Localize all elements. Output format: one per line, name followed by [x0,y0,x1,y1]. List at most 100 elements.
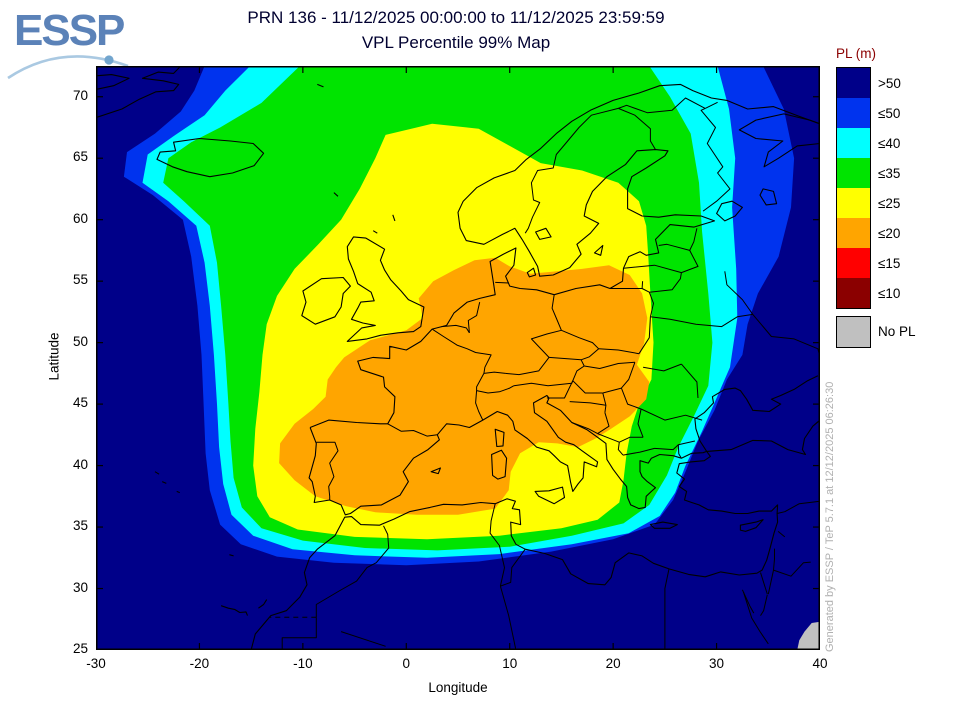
border-red-sea-coast [743,592,769,645]
coastline-madeira [229,554,234,557]
x-tick--20: -20 [189,656,210,671]
legend-swatch-2 [837,98,870,128]
generation-watermark: Generated by ESSP / TeP 5.7.1 at 12/12/2… [824,381,836,652]
border-fi-ru [700,107,731,212]
border-ly-eg [664,568,670,650]
legend-swatch-6 [837,218,870,248]
border-de-dk [495,281,509,284]
border-pl-by-lt [641,288,654,317]
coastline-balearic [430,467,441,475]
border-de-ch [483,371,506,374]
essp-logo: ESSP [0,0,160,110]
y-tick-35: 35 [72,518,88,534]
essp-logo-text: ESSP [14,6,125,55]
border-rs-bg [637,408,644,438]
border-mk-gr [622,447,655,456]
border-no-se [524,107,619,234]
y-tick-70: 70 [72,87,88,103]
border-rs-ro [620,387,642,410]
legend-swatch-7 [837,248,870,278]
border-de-at [505,357,550,376]
border-at-it [513,382,549,387]
legend-label-4: ≤35 [878,166,901,181]
map-canvas [96,66,820,650]
coastline-cyprus [739,519,764,532]
border-cz-sk [580,348,600,361]
essp-logo-swoosh-icon [7,55,129,80]
coastline-greenland-north [96,74,130,90]
coastline-jan-mayen [317,83,324,88]
map-frame [96,66,820,650]
legend-label-1: >50 [878,76,901,91]
coastline-black-sea-east-south [706,419,820,456]
coastline-shetland [392,214,396,222]
x-tick-40: 40 [812,656,828,671]
coastline-turkey-levant-north-africa [250,451,779,650]
coastline-azores-central [161,481,167,484]
border-dz-ly [499,585,517,650]
border-no-ru [704,101,718,109]
border-mne-al [597,433,620,443]
legend-swatch-5 [837,188,870,218]
border-fr-be-de [431,328,492,374]
border-no-fi [618,97,706,114]
legend-no-pl-label: No PL [878,324,916,339]
border-dz-ml [340,631,386,647]
legend-color-scale [836,67,871,309]
border-bg-gr-tr [654,440,696,451]
border-ma-dz [315,525,390,618]
legend-label-6: ≤20 [878,226,901,241]
border-hr-ba-rs-1 [602,392,607,413]
coastline-iberia-med-adriatic-greece [308,394,707,516]
border-kaliningrad [610,281,644,289]
legend-title: PL (m) [836,46,876,61]
x-tick--30: -30 [86,656,106,671]
title-line-1: PRN 136 - 11/12/2025 00:00:00 to 11/12/2… [247,8,665,27]
border-hu-hr [572,380,603,394]
x-tick-20: 20 [605,656,621,671]
y-tick-45: 45 [72,395,88,411]
border-fr-it [475,390,484,421]
legend-label-2: ≤50 [878,106,901,121]
coastline-iceland [156,137,265,178]
border-cz-pl [561,329,600,350]
legend-label-8: ≤10 [878,286,901,301]
border-by-lt-lv [649,272,682,293]
coastline-ireland [301,276,351,325]
border-ro-md [681,363,699,399]
border-ws-ma [281,617,317,650]
coastline-greenland-east [96,66,182,119]
region-vpl-le20 [279,257,650,515]
border-si-hr [546,380,574,399]
x-tick-10: 10 [502,656,518,671]
border-be-nl [441,324,470,334]
coastline-atlantic-baltic-scandinavia [309,83,820,429]
border-de-pl [551,294,562,331]
y-tick-40: 40 [72,456,88,472]
legend-swatch-8 [837,278,870,308]
border-pt-es [316,441,339,500]
legend-swatch-1 [837,68,870,98]
coastline-lanzarote [258,599,268,609]
border-hu-ro [621,362,636,389]
border-se-fi [618,107,656,150]
border-pl-ua [638,316,651,354]
y-tick-30: 30 [72,579,88,595]
border-lv-ee [658,243,690,251]
x-tick--10: -10 [293,656,313,671]
x-tick-0: 0 [402,656,411,671]
border-dz-tn [489,503,505,587]
y-tick-25: 25 [72,641,88,656]
coastline-crete [649,521,678,529]
border-hr-ba-rs-2 [569,401,606,406]
border-lv-ru [681,250,699,274]
coastline-lake-onega [759,188,778,206]
border-al-mk [617,442,624,456]
y-tick-60: 60 [72,210,88,226]
coastline-sardinia [491,449,508,480]
region-no-pl-patch [797,621,820,650]
coastline-black-sea-west-north [694,375,819,452]
border-cz-at [548,356,582,361]
legend-swatch-4 [837,158,870,188]
